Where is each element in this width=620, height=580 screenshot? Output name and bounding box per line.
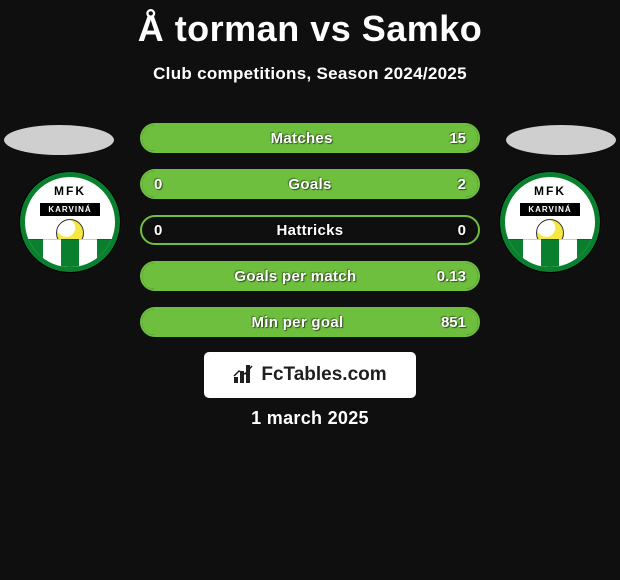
badge-bar-text: KARVINÁ: [520, 203, 580, 216]
stat-right-value: 15: [449, 130, 466, 147]
stat-right-value: 2: [458, 176, 466, 193]
stat-label: Goals per match: [234, 268, 356, 285]
stat-left-value: 0: [154, 176, 162, 193]
stat-label: Min per goal: [252, 314, 344, 331]
stat-row-goals-per-match: Goals per match 0.13: [140, 261, 480, 291]
badge-stripes: [25, 239, 115, 267]
stat-row-min-per-goal: Min per goal 851: [140, 307, 480, 337]
club-badge-left: MFK KARVINÁ: [20, 172, 120, 272]
stat-left-value: 0: [154, 222, 162, 239]
stats-column: Matches 15 0 Goals 2 0 Hattricks 0 Goals…: [140, 123, 480, 353]
badge-arc-text: MFK: [534, 184, 566, 198]
stat-row-hattricks: 0 Hattricks 0: [140, 215, 480, 245]
branding-text: FcTables.com: [261, 364, 386, 386]
stat-right-value: 851: [441, 314, 466, 331]
subtitle: Club competitions, Season 2024/2025: [0, 64, 620, 84]
stat-label: Matches: [271, 130, 333, 147]
page-title: Å torman vs Samko: [0, 0, 620, 50]
badge-stripes: [505, 239, 595, 267]
date-text: 1 march 2025: [0, 408, 620, 429]
player-silhouette-right: [506, 125, 616, 155]
badge-bar-text: KARVINÁ: [40, 203, 100, 216]
bar-chart-icon: [233, 365, 255, 385]
stat-right-value: 0.13: [437, 268, 466, 285]
stat-label: Goals: [288, 176, 331, 193]
stat-right-value: 0: [458, 222, 466, 239]
stat-row-goals: 0 Goals 2: [140, 169, 480, 199]
stat-label: Hattricks: [277, 222, 344, 239]
branding-badge[interactable]: FcTables.com: [204, 352, 416, 398]
club-badge-right: MFK KARVINÁ: [500, 172, 600, 272]
stat-row-matches: Matches 15: [140, 123, 480, 153]
comparison-card: Å torman vs Samko Club competitions, Sea…: [0, 0, 620, 580]
badge-arc-text: MFK: [54, 184, 86, 198]
player-silhouette-left: [4, 125, 114, 155]
